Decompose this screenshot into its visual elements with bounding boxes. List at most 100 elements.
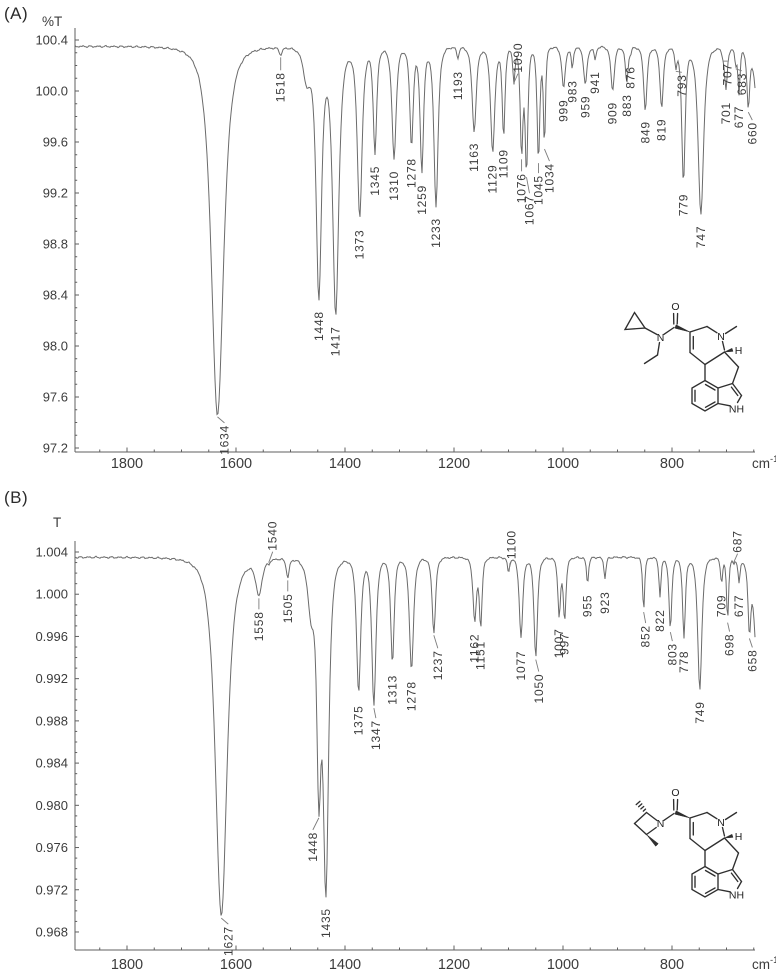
atom-label-h: H <box>735 345 743 357</box>
atom-label-nh: NH <box>729 404 744 416</box>
peak-wavenumber-label: 1347 <box>369 720 383 750</box>
peak-wavenumber-label: 803 <box>665 643 679 665</box>
x-tick-label: 1600 <box>220 456 252 472</box>
axes: 1.004 1.000 0.996 0.992 0.988 0.984 0.980 0.976… <box>35 515 776 973</box>
y-tick-label: 0.992 <box>35 671 68 686</box>
peak-wavenumber-label: 941 <box>588 71 602 93</box>
bold-wedge-bond <box>674 324 691 333</box>
bold-wedge-bond <box>674 810 691 819</box>
x-tick-label: 1000 <box>547 456 579 472</box>
axes: 100.4 100.0 99.6 99.2 98.8 98.4 98.0 97.6 97.2 18… <box>35 14 776 472</box>
peak-wavenumber-label: 997 <box>558 633 572 655</box>
y-tick-label: 0.984 <box>35 756 68 771</box>
peak-wavenumber-label: 660 <box>745 122 759 144</box>
y-tick-label: 99.6 <box>43 135 68 150</box>
hashed-wedge-methyl <box>635 800 647 812</box>
peak-wavenumber-label: 883 <box>620 94 634 116</box>
peak-wavenumber-label: 1375 <box>352 705 366 735</box>
peak-wavenumber-label: 909 <box>606 102 620 124</box>
y-tick-label: 0.968 <box>35 924 68 939</box>
peak-wavenumber-label: 1100 <box>505 530 519 559</box>
peak-wavenumber-label: 1558 <box>252 611 266 641</box>
peak-wavenumber-label: 1090 <box>511 43 525 73</box>
x-tick-label: 1200 <box>438 456 470 472</box>
peak-wavenumber-label: 701 <box>719 102 733 124</box>
peak-wavenumber-label: 1627 <box>221 926 235 956</box>
peak-wavenumber-label: 1129 <box>486 165 500 194</box>
x-axis-unit: cm-1 <box>752 955 776 972</box>
y-tick-label: 0.988 <box>35 713 68 728</box>
y-tick-label: 100.4 <box>35 33 68 48</box>
y-tick-label: 1.004 <box>35 545 68 560</box>
peak-wavenumber-label: 1163 <box>467 143 481 172</box>
peak-wavenumber-label: 1540 <box>266 521 280 551</box>
spectrum-panel-a: 100.4 100.0 99.6 99.2 98.8 98.4 98.0 97.6 97.2 18… <box>35 14 776 472</box>
peak-wavenumber-label: 1077 <box>514 651 528 681</box>
panel-label-b: (B) <box>4 488 29 507</box>
x-tick-label: 1800 <box>111 957 143 973</box>
peak-wavenumber-label: 1448 <box>306 832 320 862</box>
peak-wavenumber-label: 1007 <box>552 628 566 658</box>
atom-label-n-amide: N <box>657 818 665 830</box>
y-tick-label: 0.976 <box>35 840 68 855</box>
peak-wavenumber-label: 1162 <box>468 634 482 663</box>
peak-wavenumber-label: 955 <box>581 595 595 617</box>
peak-wavenumber-label: 1345 <box>368 166 382 196</box>
peak-wavenumber-label: 749 <box>693 701 707 723</box>
peak-wavenumber-label: 1193 <box>451 71 465 100</box>
peak-wavenumber-label: 1076 <box>515 173 529 203</box>
peak-wavenumber-label: 876 <box>624 66 638 88</box>
atom-label-n-ring: N <box>717 331 725 343</box>
peak-wavenumber-label: 1109 <box>497 149 511 178</box>
peak-wavenumber-label: 687 <box>731 530 745 552</box>
peak-wavenumber-label: 707 <box>721 63 735 85</box>
peak-wavenumber-label: 793 <box>675 74 689 96</box>
peak-wavenumber-label: 1237 <box>431 650 445 680</box>
y-tick-label: 100.0 <box>35 84 68 99</box>
x-tick-label: 1200 <box>438 957 470 973</box>
peak-wavenumber-label: 822 <box>653 609 667 631</box>
peak-wavenumber-label: 1278 <box>405 681 419 711</box>
x-tick-label: 800 <box>660 957 684 973</box>
y-tick-label: 98.4 <box>43 288 68 303</box>
h-wedge-bond <box>724 347 734 353</box>
peak-wavenumber-label: 999 <box>557 100 571 122</box>
peak-wavenumber-label: 923 <box>598 591 612 613</box>
peak-wavenumber-label: 819 <box>655 119 669 141</box>
peak-wavenumber-label: 983 <box>565 80 579 102</box>
atom-label-n-ring: N <box>717 817 725 829</box>
atom-label-h: H <box>735 831 743 843</box>
x-tick-label: 1600 <box>220 957 252 973</box>
atom-label-n-amide: N <box>657 332 665 344</box>
peak-wavenumber-label: 1313 <box>385 675 399 705</box>
peak-wavenumber-label: 658 <box>745 649 759 671</box>
peak-wavenumber-label: 1045 <box>532 175 546 205</box>
y-tick-label: 1.000 <box>35 587 68 602</box>
peak-wavenumber-label: 779 <box>676 194 690 216</box>
peak-wavenumber-label: 698 <box>723 634 737 656</box>
atom-label-o: O <box>671 787 679 799</box>
y-tick-label: 0.980 <box>35 798 68 813</box>
y-tick-label: 97.2 <box>43 441 68 456</box>
peak-wavenumber-label: 1448 <box>312 311 326 341</box>
peak-wavenumber-label: 1067 <box>523 195 537 225</box>
x-tick-label: 1800 <box>111 456 143 472</box>
cyclopropyl-ring <box>623 311 647 331</box>
peak-wavenumber-label: 1034 <box>543 163 557 193</box>
y-tick-label: 98.8 <box>43 237 68 252</box>
x-tick-label: 1000 <box>547 957 579 973</box>
atom-label-o: O <box>671 301 679 313</box>
y-axis-title: T <box>53 515 61 530</box>
molecule-structure-a: O N N H NH <box>623 301 744 416</box>
peak-wavenumber-label: 1050 <box>532 674 546 704</box>
peak-wavenumber-label: 959 <box>578 96 592 118</box>
peak-wavenumber-label: 1259 <box>415 185 429 215</box>
bold-wedge-methyl <box>646 834 659 847</box>
panel-label-a: (A) <box>4 4 29 23</box>
peak-wavenumber-label: 677 <box>732 106 746 128</box>
peak-wavenumber-label: 709 <box>715 595 729 617</box>
x-axis-unit: cm-1 <box>752 454 776 471</box>
peak-wavenumber-label: 1505 <box>281 593 295 623</box>
